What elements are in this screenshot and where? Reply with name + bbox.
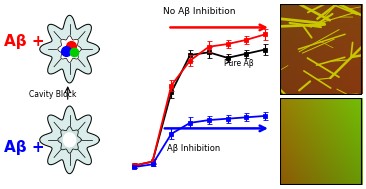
Text: Pure Aβ: Pure Aβ xyxy=(224,59,253,68)
Polygon shape xyxy=(58,36,81,62)
Polygon shape xyxy=(40,15,99,83)
Text: Aβ +: Aβ + xyxy=(4,140,44,155)
Polygon shape xyxy=(40,106,99,174)
Polygon shape xyxy=(58,127,81,153)
Polygon shape xyxy=(63,133,76,147)
Text: Aβ Inhibition: Aβ Inhibition xyxy=(167,144,220,153)
Text: Cavity Block: Cavity Block xyxy=(29,90,77,99)
Text: No Aβ Inhibition: No Aβ Inhibition xyxy=(163,7,236,16)
Text: Aβ +: Aβ + xyxy=(4,34,44,49)
